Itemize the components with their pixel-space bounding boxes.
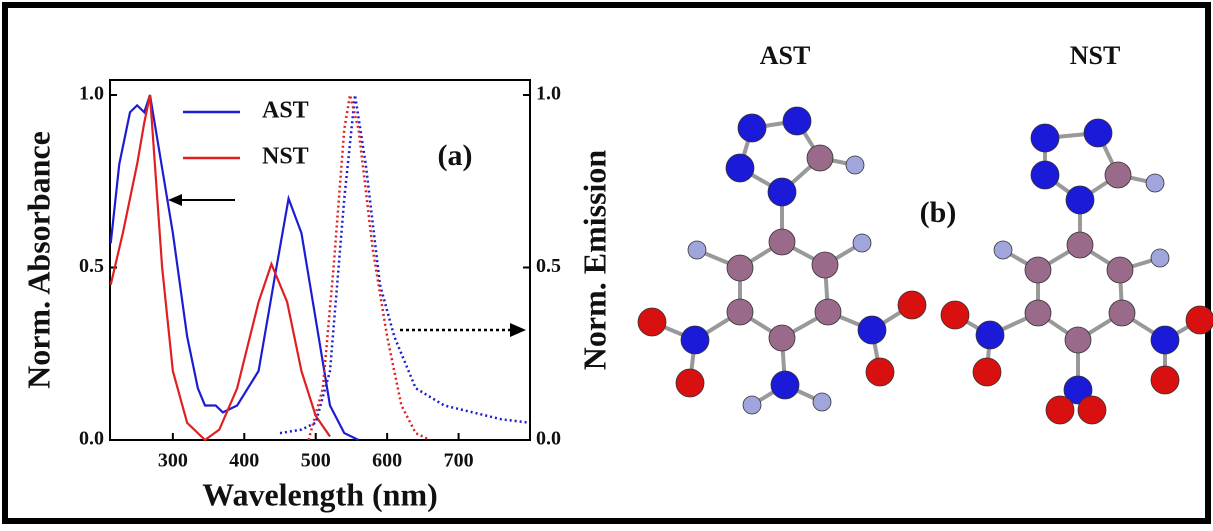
plot-frame: [110, 80, 530, 440]
arrows: [168, 194, 526, 337]
figure: Wavelength (nm) Norm. Absorbance Norm. E…: [0, 0, 1213, 526]
atom: [1031, 124, 1059, 152]
atom: [994, 241, 1012, 259]
molecule-name: NST: [1070, 41, 1121, 70]
molecules: [638, 107, 1213, 424]
y2-tick-label: 1.0: [536, 83, 561, 105]
atom: [1046, 396, 1074, 424]
atom: [727, 255, 753, 281]
atom: [846, 156, 864, 174]
atom: [768, 178, 796, 206]
data-line: [111, 95, 359, 440]
atom: [738, 114, 766, 142]
x-tick-label: 600: [372, 450, 402, 472]
atom: [858, 316, 886, 344]
x-axis-label: Wavelength (nm): [202, 476, 438, 512]
molecule-name: AST: [760, 41, 811, 70]
x-tick-label: 500: [301, 450, 331, 472]
atom: [676, 369, 704, 397]
atom: [1067, 232, 1093, 258]
atom: [743, 396, 761, 414]
atom: [1151, 326, 1179, 354]
y2-axis-label: Norm. Emission: [576, 150, 612, 371]
y2-tick-label: 0.0: [536, 428, 561, 450]
panel-label: (b): [920, 196, 957, 229]
data-line: [280, 95, 530, 433]
y-tick-label: 1.0: [79, 83, 104, 105]
atom: [813, 393, 831, 411]
annotation: (a): [438, 139, 473, 172]
x-tick-label: 300: [158, 450, 188, 472]
x-tick-label: 700: [444, 450, 474, 472]
atom: [1151, 249, 1169, 267]
atom: [1146, 174, 1164, 192]
atom: [688, 241, 706, 259]
atom: [807, 145, 833, 171]
atom: [727, 299, 753, 325]
y-tick-label: 0.5: [79, 255, 104, 277]
atom: [941, 301, 969, 329]
atom: [812, 252, 838, 278]
atom: [1084, 119, 1112, 147]
atom: [898, 291, 926, 319]
y-axis-label: Norm. Absorbance: [20, 131, 56, 389]
atom: [638, 308, 666, 336]
atom: [853, 234, 871, 252]
atom: [1031, 161, 1059, 189]
atom: [1065, 327, 1091, 353]
y2-tick-label: 0.5: [536, 255, 561, 277]
atom: [866, 358, 894, 386]
atom: [1151, 366, 1179, 394]
x-tick-label: 400: [229, 450, 259, 472]
y-tick-label: 0.0: [79, 428, 104, 450]
atom: [769, 325, 795, 351]
atom: [1109, 300, 1135, 326]
legend-label: AST: [262, 98, 309, 124]
atom: [726, 154, 754, 182]
atom: [976, 321, 1004, 349]
atom: [769, 229, 795, 255]
atom: [1186, 306, 1213, 334]
atom: [973, 358, 1001, 386]
atom: [1025, 300, 1051, 326]
atom: [1025, 257, 1051, 283]
legend-label: NST: [262, 144, 309, 170]
atom: [1105, 162, 1131, 188]
atom: [1078, 396, 1106, 424]
atom: [771, 371, 799, 399]
atom: [783, 107, 811, 135]
atom: [815, 299, 841, 325]
atom: [1107, 257, 1133, 283]
atom: [681, 326, 709, 354]
atom: [1066, 186, 1094, 214]
